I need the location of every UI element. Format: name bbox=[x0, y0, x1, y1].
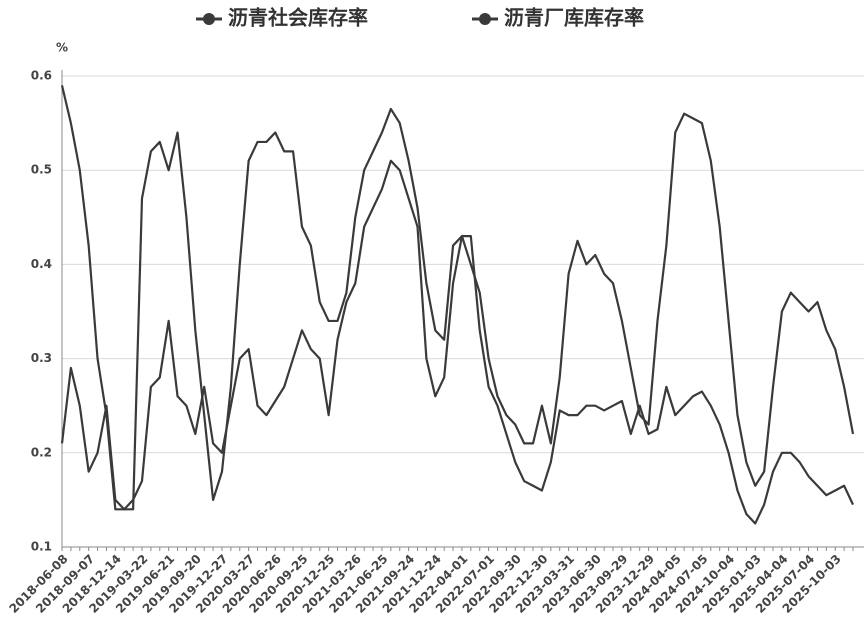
y-tick-label: 0.2 bbox=[31, 445, 52, 459]
legend-marker-dot bbox=[203, 13, 215, 25]
y-tick-label: 0.3 bbox=[31, 351, 52, 365]
y-tick-label: 0.4 bbox=[31, 257, 52, 271]
y-tick-label: 0.1 bbox=[31, 540, 52, 554]
y-axis-label: % bbox=[56, 41, 68, 55]
legend-label: 沥青厂库库存率 bbox=[504, 6, 644, 30]
legend-label: 沥青社会库存率 bbox=[228, 6, 368, 30]
series-line bbox=[60, 85, 855, 511]
y-tick-label: 0.5 bbox=[31, 163, 52, 177]
y-tick-label: 0.6 bbox=[31, 69, 52, 83]
series-line bbox=[60, 159, 854, 525]
legend-marker-dot bbox=[479, 13, 491, 25]
